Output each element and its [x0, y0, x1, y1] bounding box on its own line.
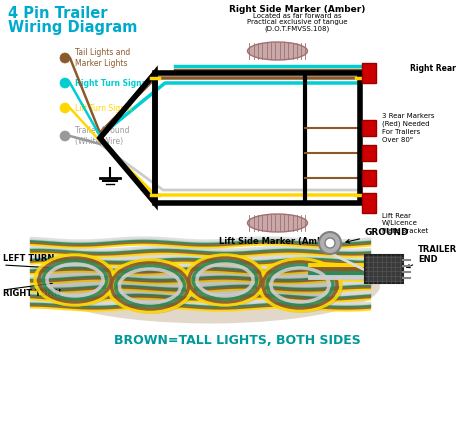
Text: 4 Pin Trailer: 4 Pin Trailer: [8, 6, 108, 21]
Text: Right Side Marker (Amber): Right Side Marker (Amber): [229, 5, 365, 14]
Circle shape: [319, 232, 341, 254]
FancyBboxPatch shape: [365, 255, 403, 283]
Circle shape: [60, 103, 70, 113]
Circle shape: [60, 131, 70, 141]
Ellipse shape: [247, 214, 308, 232]
Text: TRAILER
END: TRAILER END: [407, 245, 457, 267]
Text: Lift Side Marker (Amber): Lift Side Marker (Amber): [219, 237, 337, 246]
FancyBboxPatch shape: [362, 193, 376, 213]
Text: Right Rear: Right Rear: [410, 64, 456, 73]
Text: Wiring Diagram: Wiring Diagram: [8, 20, 137, 35]
Text: Located as far forward as: Located as far forward as: [253, 13, 342, 19]
Text: Tail Lights and
Marker Lights: Tail Lights and Marker Lights: [75, 48, 130, 68]
Ellipse shape: [187, 257, 267, 307]
Ellipse shape: [261, 261, 343, 313]
Text: Lift Turn Signal: Lift Turn Signal: [75, 103, 132, 112]
Ellipse shape: [247, 42, 308, 60]
Ellipse shape: [109, 262, 194, 314]
FancyBboxPatch shape: [362, 170, 376, 186]
FancyBboxPatch shape: [362, 63, 376, 83]
FancyBboxPatch shape: [362, 145, 376, 161]
Text: (D.O.T.FMVSS.108): (D.O.T.FMVSS.108): [265, 25, 330, 31]
Circle shape: [60, 53, 70, 63]
Text: Right Turn Signal: Right Turn Signal: [75, 78, 149, 87]
Ellipse shape: [40, 249, 380, 323]
FancyBboxPatch shape: [362, 120, 376, 136]
Text: 3 Rear Markers
(Red) Needed
For Trailers
Over 80": 3 Rear Markers (Red) Needed For Trailers…: [382, 113, 435, 143]
Text: GROUND: GROUND: [346, 228, 410, 243]
Ellipse shape: [37, 257, 117, 307]
Text: Lift Rear
W/Licence
Plate Bracket: Lift Rear W/Licence Plate Bracket: [382, 212, 428, 233]
Text: RIGHT TURN: RIGHT TURN: [3, 289, 61, 297]
Text: BROWN=TALL LIGHTS, BOTH SIDES: BROWN=TALL LIGHTS, BOTH SIDES: [114, 333, 360, 346]
Circle shape: [325, 238, 335, 248]
Circle shape: [60, 78, 70, 88]
Text: LEFT TURN: LEFT TURN: [3, 254, 55, 263]
Text: Practical exclusive of tangue: Practical exclusive of tangue: [247, 19, 348, 25]
Text: Trailer Ground
(White Wire): Trailer Ground (White Wire): [75, 126, 129, 146]
